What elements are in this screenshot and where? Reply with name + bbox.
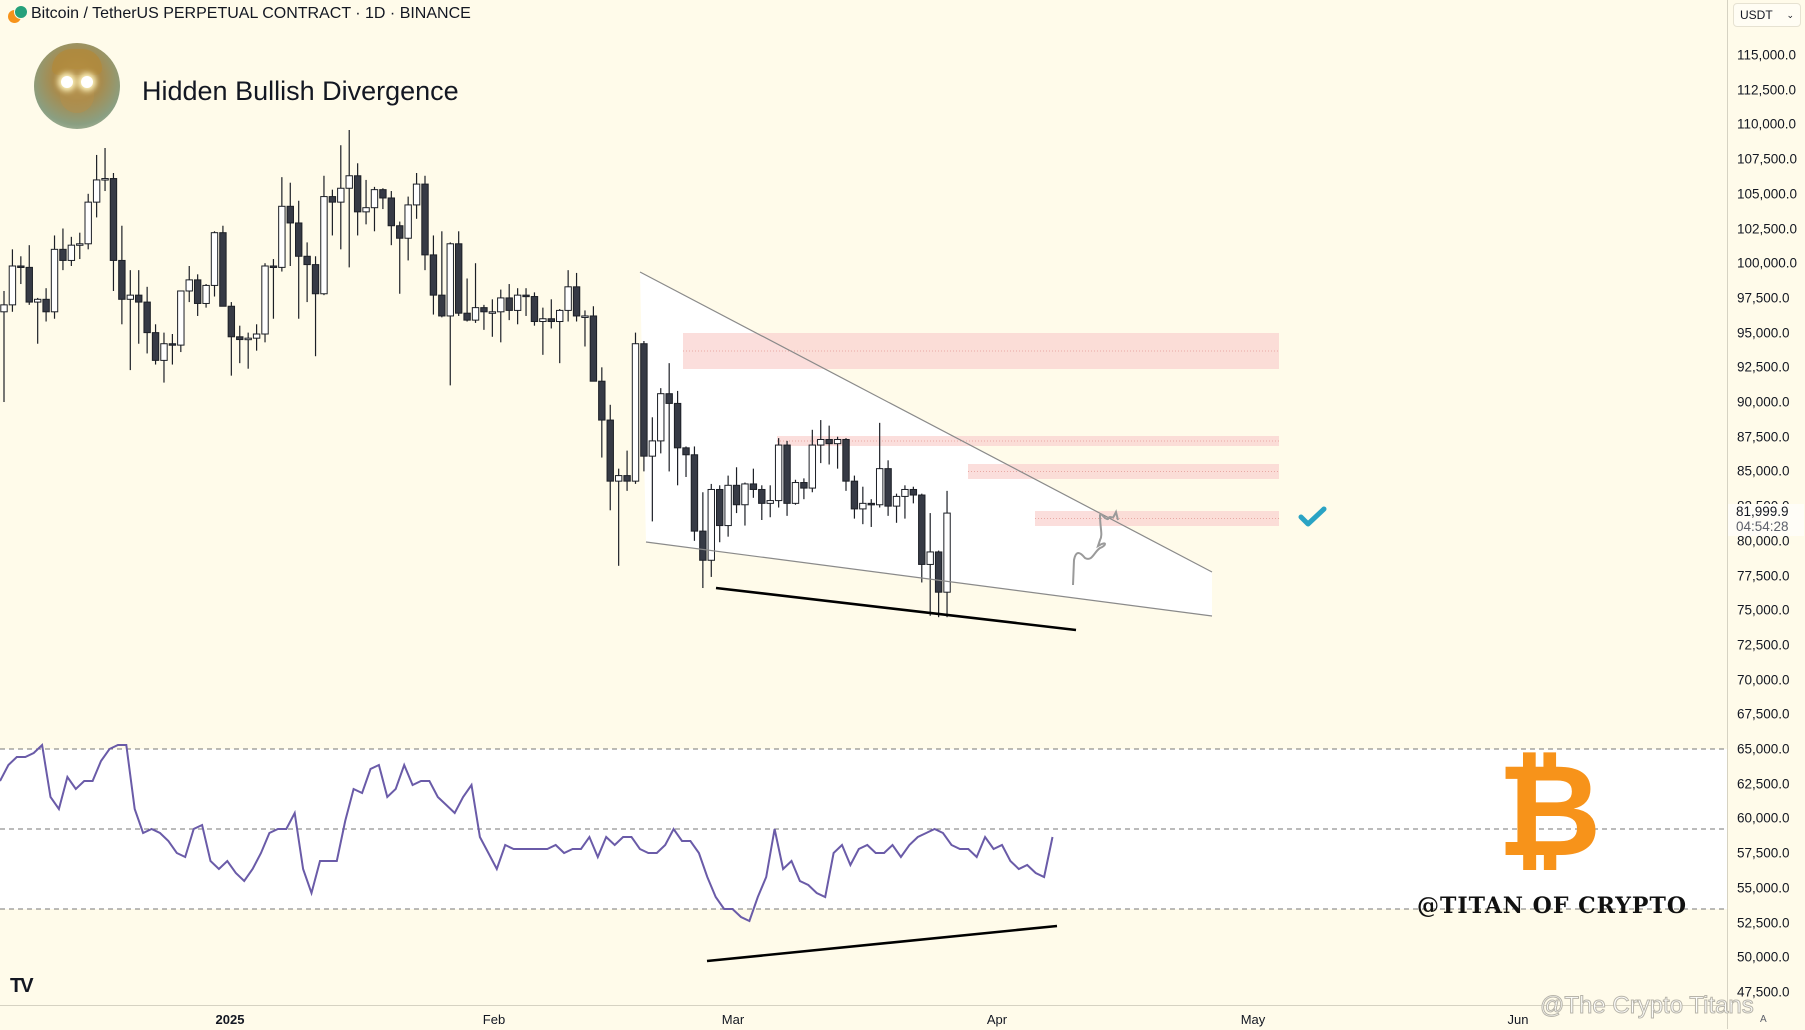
- price-tick-label: 65,000.0: [1737, 741, 1790, 757]
- price-tick-label: 85,000.0: [1737, 463, 1790, 479]
- bitcoin-logo-icon: ₿: [1497, 737, 1602, 886]
- price-tick-label: 105,000.0: [1737, 186, 1798, 202]
- currency-select[interactable]: USDT ⌄: [1733, 3, 1801, 27]
- chart-annotation-title: Hidden Bullish Divergence: [142, 76, 459, 106]
- time-tick-label: Mar: [721, 1012, 745, 1027]
- time-axis[interactable]: 2025 Feb Mar Apr May Jun: [0, 1005, 1727, 1030]
- price-tick-label: 100,000.0: [1737, 255, 1798, 271]
- price-chart[interactable]: [0, 0, 1727, 1005]
- price-tick-label: 57,500.0: [1737, 845, 1790, 861]
- price-tick-label: 110,000.0: [1737, 116, 1797, 132]
- rsi-line: [0, 742, 1054, 923]
- price-tick-label: 55,000.0: [1737, 880, 1790, 896]
- price-tick-label: 112,500.0: [1737, 82, 1797, 98]
- price-tick-label: 75,000.0: [1737, 602, 1790, 618]
- channel-watermark: @The Crypto Titans: [1540, 992, 1755, 1020]
- price-tick-label: 102,500.0: [1737, 221, 1798, 236]
- last-price-value: 81,999.9: [1736, 504, 1789, 519]
- price-tick-label: 47,500.0: [1737, 984, 1790, 1000]
- currency-label: USDT: [1740, 8, 1773, 22]
- price-tick-label: 50,000.0: [1737, 949, 1790, 965]
- price-tick-label: 97,500.0: [1737, 290, 1790, 306]
- rsi-panel: [0, 748, 1727, 910]
- avatar: [34, 43, 120, 129]
- price-tick-label: 60,000.0: [1737, 810, 1790, 826]
- price-tick-label: 70,000.0: [1737, 672, 1790, 688]
- time-tick-label: Apr: [986, 1012, 1008, 1027]
- auto-scale-button[interactable]: A: [1760, 1014, 1767, 1025]
- time-tick-label: Feb: [482, 1012, 506, 1027]
- price-tick-label: 87,500.0: [1737, 429, 1790, 445]
- price-tick-label: 52,500.0: [1737, 915, 1790, 930]
- price-tick-label: 80,000.0: [1737, 533, 1790, 549]
- price-tick-label: 95,000.0: [1737, 325, 1790, 341]
- price-tick-label: 92,500.0: [1737, 359, 1790, 375]
- trendline-drawings: [639, 271, 1213, 963]
- checkmark-icon: [1298, 506, 1327, 527]
- chevron-down-icon: ⌄: [1786, 9, 1794, 20]
- time-tick-label: 2025: [215, 1012, 245, 1027]
- price-tick-label: 72,500.0: [1737, 637, 1790, 653]
- tradingview-logo-icon[interactable]: TV: [10, 975, 34, 997]
- price-tick-label: 90,000.0: [1737, 394, 1790, 410]
- brand-watermark: @TITAN OF CRYPTO: [1417, 893, 1688, 919]
- price-tick-label: 107,500.0: [1737, 151, 1798, 167]
- last-price-label: 81,999.9 04:54:28: [1728, 504, 1804, 536]
- price-tick-label: 67,500.0: [1737, 706, 1790, 722]
- price-tick-label: 62,500.0: [1737, 776, 1790, 792]
- bitcoin-tether-coin-icon: [8, 5, 28, 23]
- bar-countdown: 04:54:28: [1736, 519, 1789, 534]
- time-tick-label: May: [1240, 1012, 1266, 1027]
- time-tick-label: Jun: [1507, 1012, 1529, 1027]
- chart-header: Bitcoin / TetherUS PERPETUAL CONTRACT · …: [8, 3, 471, 25]
- candlesticks: [0, 129, 951, 618]
- price-tick-label: 115,000.0: [1737, 47, 1797, 63]
- price-tick-label: 77,500.0: [1737, 568, 1790, 583]
- symbol-title[interactable]: Bitcoin / TetherUS PERPETUAL CONTRACT · …: [31, 5, 471, 22]
